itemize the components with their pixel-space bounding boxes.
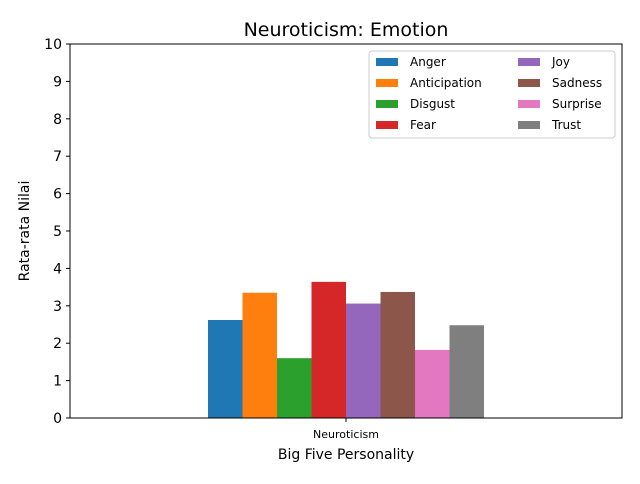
legend-label: Trust (551, 118, 581, 132)
legend: Anger Anticipation Disgust Fear Joy Sadness Su… (368, 50, 616, 139)
legend-swatch (518, 79, 540, 87)
legend-swatch (518, 121, 540, 129)
bar-joy (346, 303, 381, 418)
bars-group (208, 281, 484, 418)
y-tick-label: 9 (53, 74, 62, 90)
bar-disgust (277, 358, 312, 418)
legend-label: Fear (410, 118, 436, 132)
legend-swatch (376, 58, 398, 66)
legend-swatch (518, 100, 540, 108)
legend-label: Sadness (552, 76, 602, 90)
legend-label: Anticipation (410, 76, 482, 90)
bar-fear (311, 281, 346, 418)
legend-label: Disgust (410, 97, 455, 111)
y-tick-label: 1 (53, 374, 62, 390)
y-tick-label: 5 (53, 224, 62, 240)
bar-anger (208, 320, 243, 418)
legend-label: Joy (551, 55, 570, 69)
y-tick-label: 2 (53, 336, 62, 352)
bar-trust (449, 325, 484, 418)
bar-surprise (415, 349, 450, 418)
y-tick-label: 10 (44, 37, 62, 53)
y-axis-label: Rata-rata Nilai (17, 181, 33, 282)
y-tick-label: 3 (53, 299, 62, 315)
y-tick-label: 4 (53, 261, 62, 277)
x-axis-label: Big Five Personality (278, 447, 414, 463)
y-axis-ticks: 0 1 2 3 4 5 6 7 8 9 10 (44, 37, 70, 427)
y-tick-label: 6 (53, 187, 62, 203)
bar-sadness (380, 291, 415, 418)
legend-box (368, 50, 616, 139)
legend-label: Anger (410, 55, 446, 69)
y-tick-label: 0 (53, 411, 62, 427)
legend-swatch (376, 121, 398, 129)
legend-swatch (376, 100, 398, 108)
x-tick-label: Neuroticism (313, 428, 379, 441)
legend-label: Surprise (552, 97, 602, 111)
y-tick-label: 8 (53, 112, 62, 128)
x-axis-ticks: Neuroticism (313, 418, 379, 441)
bar-anticipation (242, 292, 277, 418)
y-tick-label: 7 (53, 149, 62, 165)
legend-swatch (376, 79, 398, 87)
chart-title: Neuroticism: Emotion (244, 19, 449, 41)
legend-swatch (518, 58, 540, 66)
